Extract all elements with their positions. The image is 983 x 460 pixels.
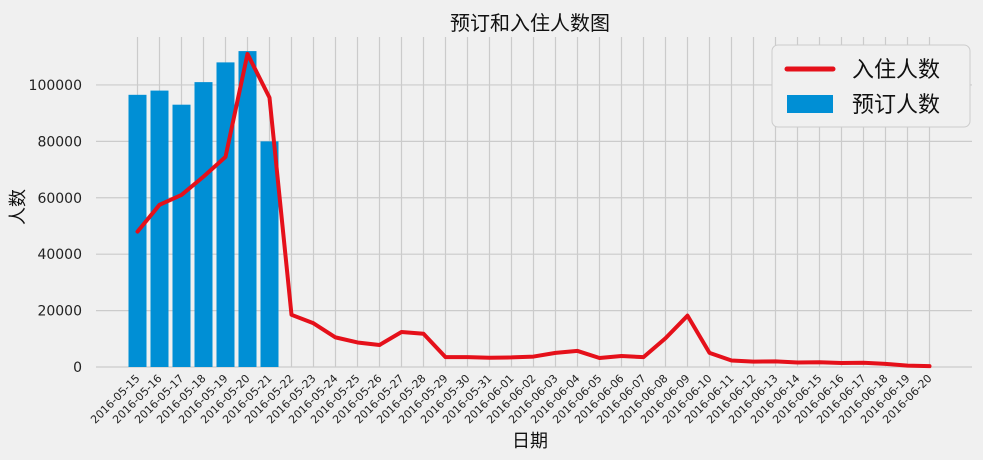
y-tick-label: 40000 — [37, 247, 82, 263]
legend-bar-swatch — [787, 95, 833, 113]
bar — [260, 141, 279, 367]
legend: 入住人数 预订人数 — [771, 44, 971, 128]
y-axis-ticks: 0 20000 40000 60000 80000 100000 — [29, 78, 82, 376]
bar-series — [128, 51, 279, 368]
y-tick-label: 100000 — [29, 78, 82, 94]
legend-label-bar: 预订人数 — [852, 93, 940, 118]
y-tick-label: 0 — [73, 360, 82, 376]
y-tick-label: 60000 — [37, 191, 82, 207]
bar — [194, 82, 213, 367]
chart-title: 预订和入住人数图 — [450, 11, 610, 35]
bar — [172, 104, 191, 367]
bar — [238, 51, 257, 367]
y-axis-label: 人数 — [8, 189, 29, 225]
x-axis-label: 日期 — [512, 431, 548, 452]
x-axis-ticks: 2016-05-152016-05-162016-05-172016-05-18… — [88, 372, 934, 426]
y-tick-label: 20000 — [37, 304, 82, 320]
line-series-path — [135, 51, 932, 369]
y-tick-label: 80000 — [37, 134, 82, 150]
line-series — [135, 51, 932, 369]
bar — [150, 90, 169, 367]
legend-label-line: 入住人数 — [852, 58, 940, 83]
bar — [216, 62, 235, 368]
